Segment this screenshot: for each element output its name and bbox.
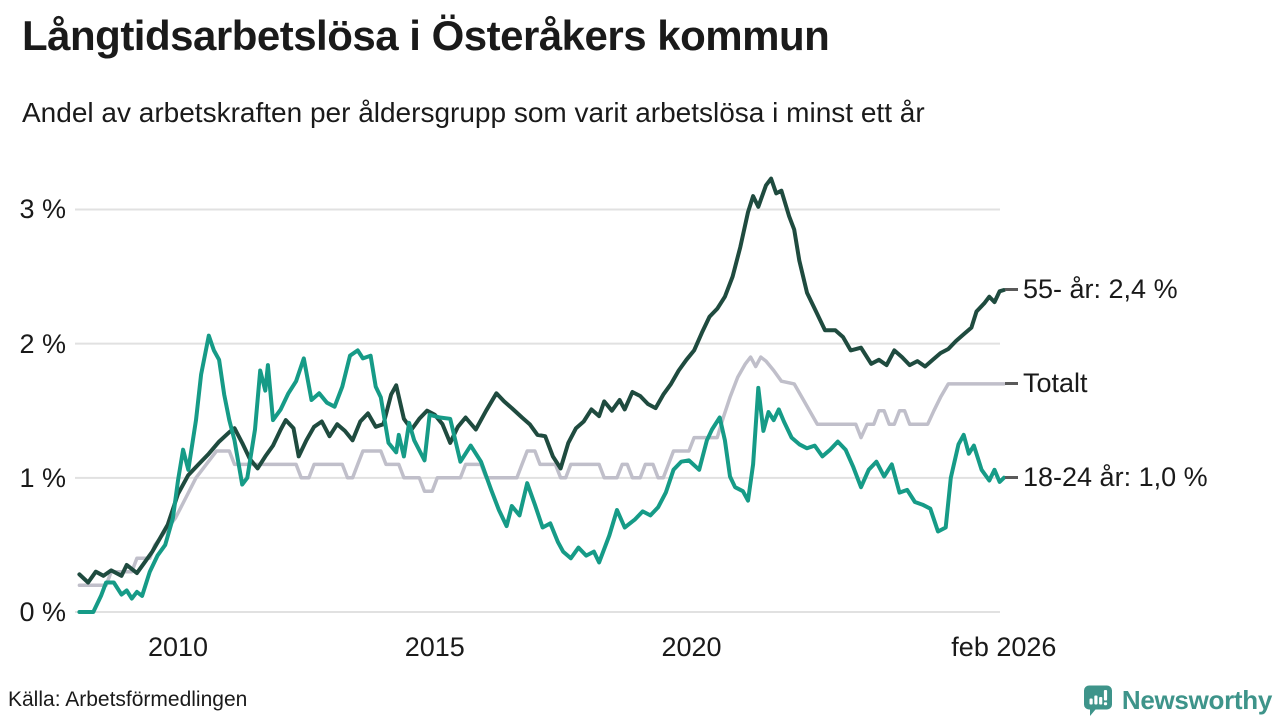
series-label-55: 55- år: 2,4 % [1005, 273, 1178, 307]
series-line-totalt [77, 355, 1006, 587]
page-title: Långtidsarbetslösa i Österåkers kommun [22, 12, 830, 59]
label-connector-dash [1005, 476, 1018, 480]
x-tick-label: 2010 [147, 632, 209, 662]
newsworthy-brand-text: Newsworthy [1121, 685, 1272, 715]
series-line-18-24-r [77, 333, 1006, 614]
x-tick-label: feb 2026 [951, 632, 1057, 662]
label-connector-dash [1005, 288, 1018, 292]
y-tick-label: 1 % [19, 462, 66, 493]
x-tick-label: 2015 [404, 632, 465, 662]
series-label-text: 55- år: 2,4 % [1023, 274, 1178, 305]
newsworthy-logo-icon [1083, 685, 1112, 716]
y-tick-label: 2 % [19, 328, 66, 359]
y-tick-label: 3 % [19, 194, 66, 225]
y-tick-label: 0 % [19, 597, 66, 627]
series-label-18-24: 18-24 år: 1,0 % [1005, 461, 1208, 495]
source-attribution: Källa: Arbetsförmedlingen [8, 688, 248, 711]
series-label-text: Totalt [1023, 368, 1088, 399]
x-tick-label: 2020 [661, 632, 722, 662]
chart-subtitle: Andel av arbetskraften per åldersgrupp s… [22, 97, 925, 128]
series-label-text: 18-24 år: 1,0 % [1023, 462, 1208, 493]
newsworthy-brand: Newsworthy [1082, 684, 1272, 717]
series-label-totalt: Totalt [1005, 367, 1088, 401]
label-connector-dash [1005, 382, 1018, 386]
